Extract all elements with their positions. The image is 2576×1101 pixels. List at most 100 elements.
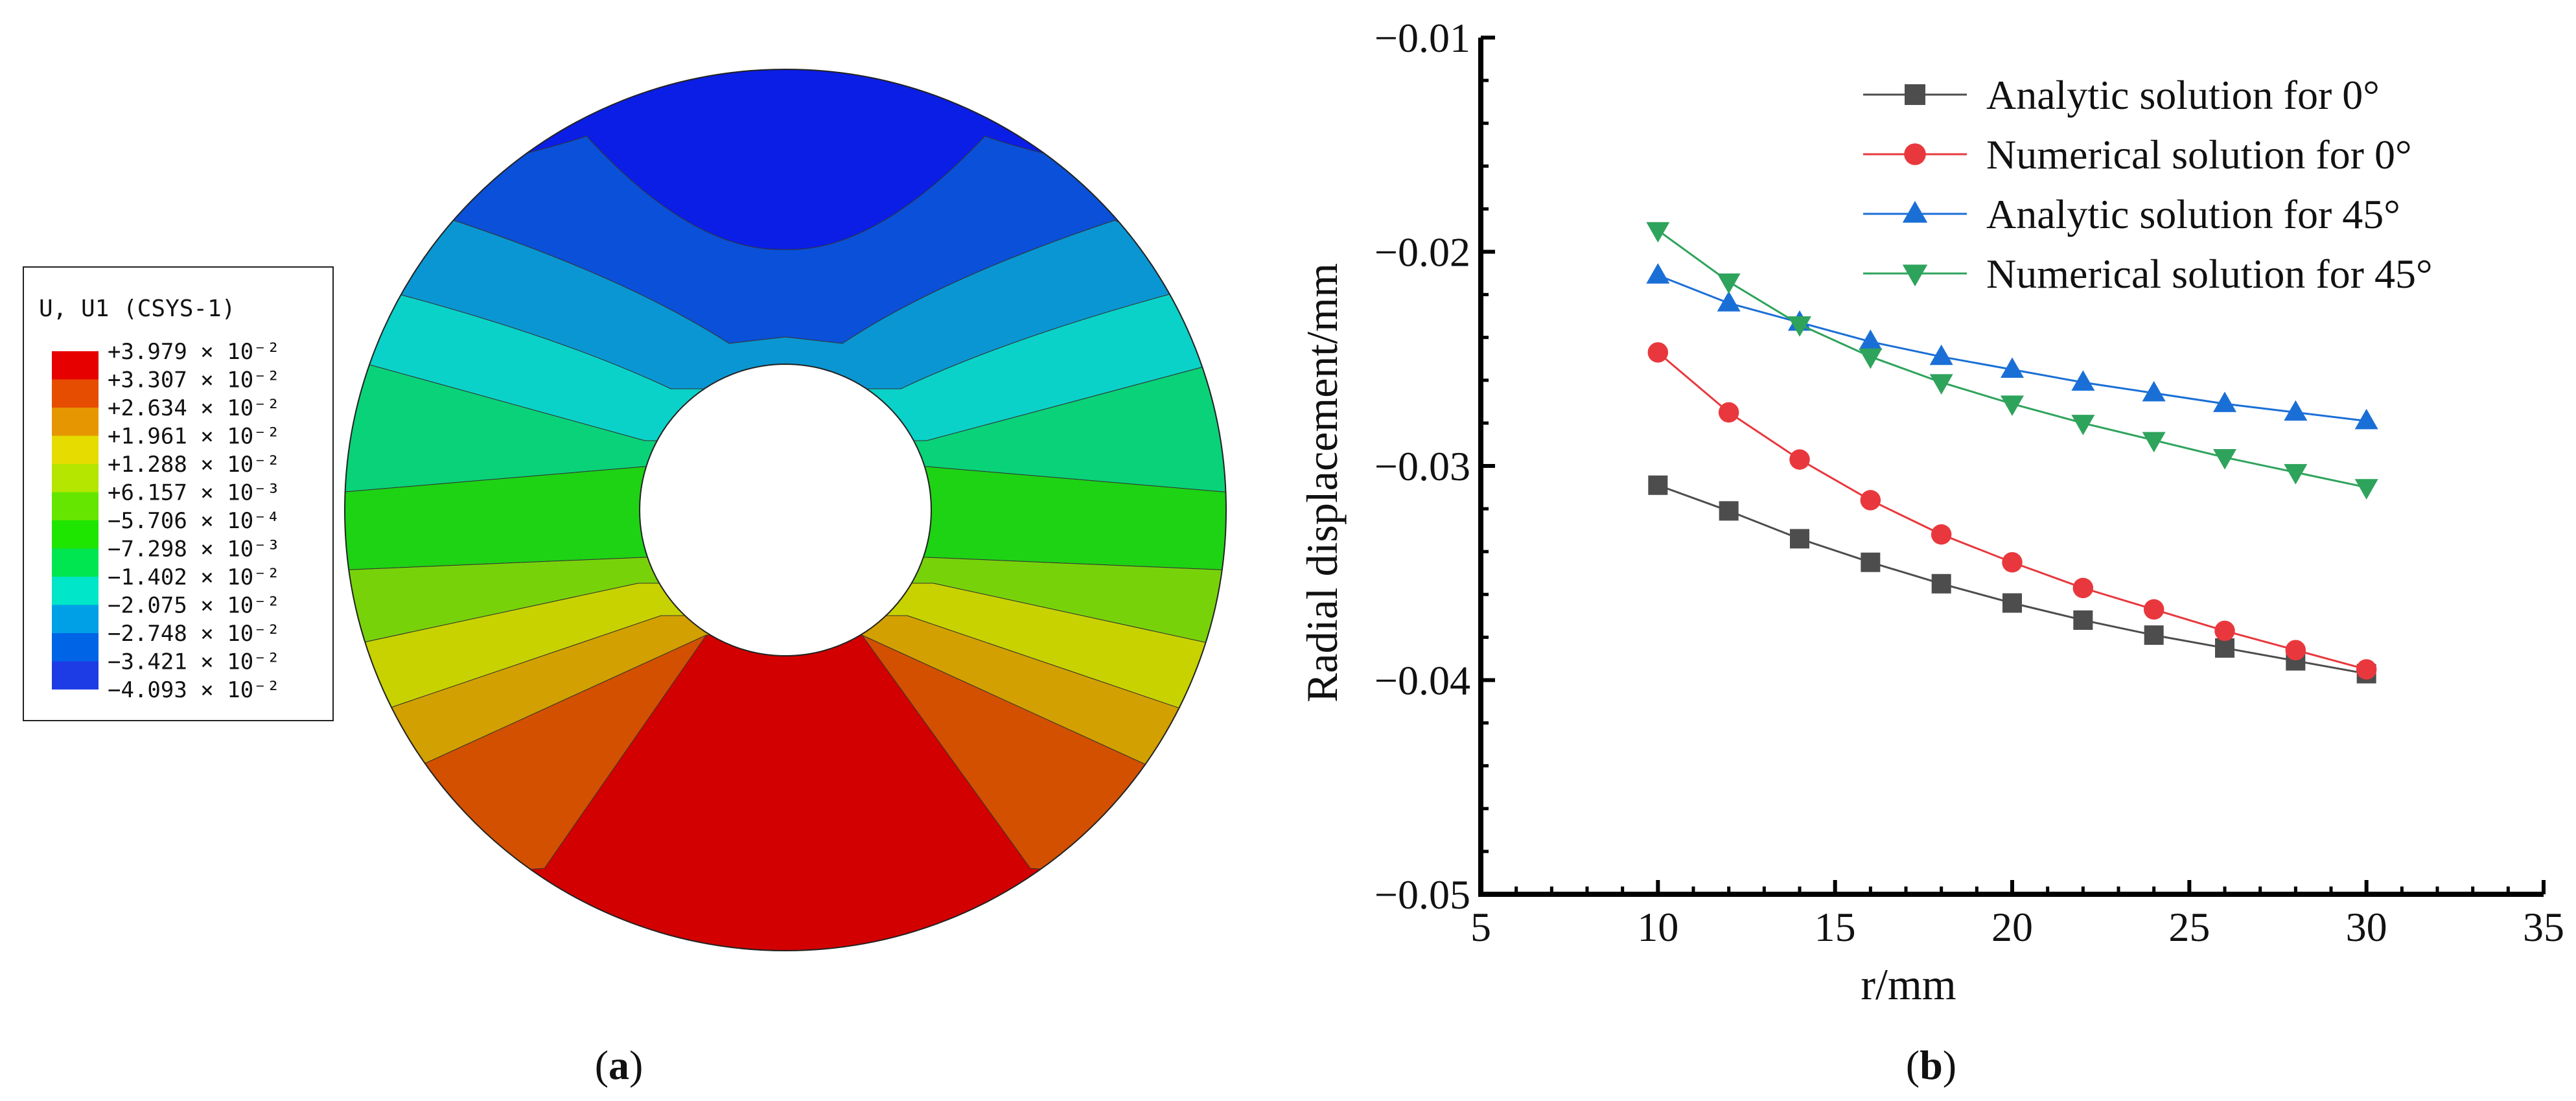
data-point	[1859, 329, 1883, 351]
data-point	[2144, 625, 2164, 645]
data-point	[1789, 449, 1810, 470]
legend-value-label: −4.093 × 10⁻²	[108, 677, 280, 703]
data-point	[2001, 395, 2024, 416]
data-point	[2354, 479, 2378, 500]
data-point	[1860, 490, 1881, 511]
legend-value-label: −5.706 × 10⁻⁴	[108, 508, 280, 534]
data-point	[2142, 432, 2166, 453]
legend-value-label: +2.634 × 10⁻²	[108, 395, 280, 421]
legend-swatch	[52, 351, 99, 380]
legend-entry: Analytic solution for 45°	[1863, 191, 2400, 237]
x-tick-label: 10	[1637, 904, 1678, 950]
legend-entry: Numerical solution for 45°	[1863, 251, 2433, 297]
y-tick-label: −0.05	[1375, 872, 1470, 918]
data-point	[1931, 524, 1952, 545]
legend-label: Numerical solution for 45°	[1986, 251, 2433, 297]
x-tick-label: 15	[1815, 904, 1856, 950]
data-point	[2002, 551, 2023, 573]
legend-swatch	[52, 577, 99, 605]
data-point	[2073, 610, 2093, 630]
data-point	[2214, 620, 2235, 642]
disk-outline	[344, 69, 1227, 951]
data-point	[2354, 408, 2378, 430]
y-tick-label: −0.04	[1375, 658, 1470, 704]
legend-swatch	[52, 605, 99, 633]
data-point	[1648, 475, 1668, 495]
y-tick-label: −0.02	[1375, 229, 1470, 275]
chart-legend: Analytic solution for 0° Numerical soluti…	[1863, 72, 2433, 297]
data-point	[2071, 415, 2095, 435]
series-1	[1648, 475, 2376, 684]
x-tick-label: 20	[1991, 904, 2033, 950]
data-point	[1859, 348, 1883, 369]
x-tick-label: 30	[2346, 904, 2387, 950]
legend-value-label: +3.979 × 10⁻²	[108, 339, 280, 365]
legend-value-label: +1.961 × 10⁻²	[108, 424, 280, 450]
data-point	[2143, 599, 2164, 620]
legend-label: Analytic solution for 0°	[1986, 72, 2380, 118]
data-point	[2072, 577, 2094, 599]
contour-legend-labels: +3.979 × 10⁻²+3.307 × 10⁻²+2.634 × 10⁻² +…	[108, 339, 280, 703]
legend-value-label: +6.157 × 10⁻³	[108, 480, 280, 506]
data-point	[1902, 264, 1928, 286]
legend-label: Analytic solution for 45°	[1986, 191, 2400, 237]
y-tick-label: −0.03	[1375, 443, 1470, 489]
legend-value-label: −2.075 × 10⁻²	[108, 593, 280, 619]
legend-swatch	[52, 408, 99, 436]
data-point	[1788, 316, 1811, 337]
data-point	[2285, 640, 2306, 660]
legend-value-label: +3.307 × 10⁻²	[108, 367, 280, 393]
legend-value-label: −1.402 × 10⁻²	[108, 564, 280, 590]
data-point	[2215, 638, 2234, 658]
disk-hole	[639, 364, 932, 656]
data-point	[1929, 344, 1953, 365]
series-4	[1646, 222, 2378, 500]
y-tick-label: −0.01	[1375, 15, 1470, 61]
contour-legend-swatches	[52, 351, 99, 690]
legend-value-label: −3.421 × 10⁻²	[108, 649, 280, 675]
data-point	[2284, 464, 2308, 485]
x-axis-label: r/mm	[1861, 960, 1956, 1009]
data-point	[2356, 659, 2377, 680]
data-point	[1790, 529, 1809, 549]
legend-swatch	[52, 548, 99, 577]
data-point	[1718, 402, 1739, 423]
series-2	[1647, 342, 2377, 680]
data-point	[2142, 380, 2166, 402]
y-axis-label: Radial displacement/mm	[1297, 263, 1347, 702]
data-point	[2213, 449, 2236, 470]
data-point	[1931, 574, 1951, 594]
legend-swatch	[52, 435, 99, 464]
data-point	[1646, 222, 1670, 243]
data-point	[1647, 342, 1669, 363]
data-point	[2071, 370, 2095, 391]
data-point	[1904, 143, 1926, 165]
x-tick-label: 35	[2523, 904, 2564, 950]
legend-swatch	[52, 633, 99, 662]
chart-series	[1646, 222, 2378, 684]
contour-legend: U, U1 (CSYS-1) +3.979 × 10⁻²+3.307 × 10⁻…	[23, 266, 334, 721]
chart-axes: 5 10 15 20 25 30 35 −0.01 −0.02 −0.03 −0.04 −0.05	[1375, 15, 2564, 950]
legend-value-label: −2.748 × 10⁻²	[108, 621, 280, 647]
panel-a-caption: (a)	[595, 1042, 644, 1088]
contour-legend-title: U, U1 (CSYS-1)	[39, 296, 235, 322]
panel-a: U, U1 (CSYS-1) +3.979 × 10⁻²+3.307 × 10⁻…	[23, 69, 1227, 1088]
legend-value-label: −7.298 × 10⁻³	[108, 537, 280, 562]
panel-b: 5 10 15 20 25 30 35 −0.01 −0.02 −0.03 −0.04 −0.05 A…	[1297, 15, 2564, 1088]
data-point	[1905, 84, 1925, 105]
legend-swatch	[52, 464, 99, 493]
legend-swatch	[52, 492, 99, 520]
series-line	[1657, 484, 2367, 675]
x-tick-label: 5	[1470, 904, 1491, 950]
data-point	[2284, 400, 2308, 421]
data-point	[1719, 501, 1739, 521]
legend-label: Numerical solution for 0°	[1986, 132, 2412, 178]
legend-swatch	[52, 661, 99, 690]
data-point	[1717, 291, 1741, 312]
panel-b-caption: (b)	[1906, 1042, 1956, 1088]
data-point	[2002, 593, 2022, 613]
legend-swatch	[52, 379, 99, 408]
legend-entry: Analytic solution for 0°	[1863, 72, 2380, 118]
data-point	[1929, 374, 1953, 395]
